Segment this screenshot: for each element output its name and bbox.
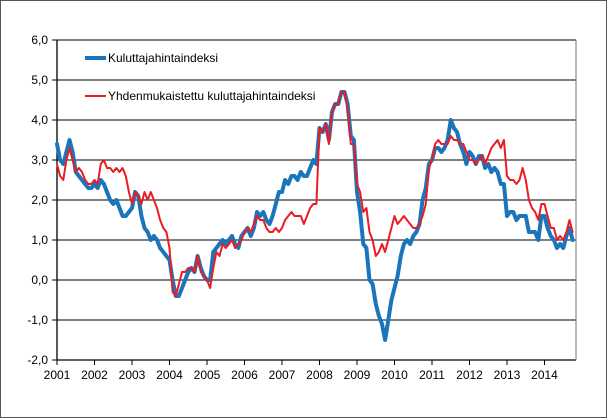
cpi-series-line bbox=[55, 90, 575, 342]
x-tick-label: 2007 bbox=[269, 368, 296, 382]
legend-label-cpi: Kuluttajahintaindeksi bbox=[108, 51, 219, 65]
hicp-line-sample-icon bbox=[85, 95, 106, 97]
x-tick-label: 2014 bbox=[531, 368, 558, 382]
legend-item-cpi: Kuluttajahintaindeksi bbox=[85, 50, 315, 66]
y-tick-label: 4,0 bbox=[31, 113, 48, 127]
hicp-series-line bbox=[56, 91, 574, 297]
x-tick-label: 2010 bbox=[381, 368, 408, 382]
y-tick-label: 2,0 bbox=[31, 193, 48, 207]
legend-item-hicp: Yhdenmukaistettu kuluttajahintaindeksi bbox=[85, 88, 315, 104]
x-tick-label: 2008 bbox=[306, 368, 333, 382]
x-tick-label: 2013 bbox=[494, 368, 521, 382]
x-tick-label: 2003 bbox=[119, 368, 146, 382]
y-tick-label: -2,0 bbox=[27, 353, 48, 367]
x-tick-label: 2001 bbox=[44, 368, 71, 382]
x-tick-label: 2004 bbox=[156, 368, 183, 382]
y-tick-label: 1,0 bbox=[31, 233, 48, 247]
x-tick-label: 2006 bbox=[231, 368, 258, 382]
chart-legend: Kuluttajahintaindeksi Yhdenmukaistettu k… bbox=[85, 50, 315, 126]
x-tick-label: 2009 bbox=[344, 368, 371, 382]
legend-label-hicp: Yhdenmukaistettu kuluttajahintaindeksi bbox=[108, 89, 316, 103]
y-tick-label: 6,0 bbox=[31, 33, 48, 47]
x-tick-label: 2002 bbox=[81, 368, 108, 382]
y-tick-label: -1,0 bbox=[27, 313, 48, 327]
cpi-line-sample-icon bbox=[85, 56, 106, 60]
x-tick-label: 2012 bbox=[456, 368, 483, 382]
y-tick-label: 3,0 bbox=[31, 153, 48, 167]
y-tick-label: 0,0 bbox=[31, 273, 48, 287]
x-tick-label: 2005 bbox=[194, 368, 221, 382]
y-tick-label: 5,0 bbox=[31, 73, 48, 87]
x-tick-label: 2011 bbox=[419, 368, 445, 382]
